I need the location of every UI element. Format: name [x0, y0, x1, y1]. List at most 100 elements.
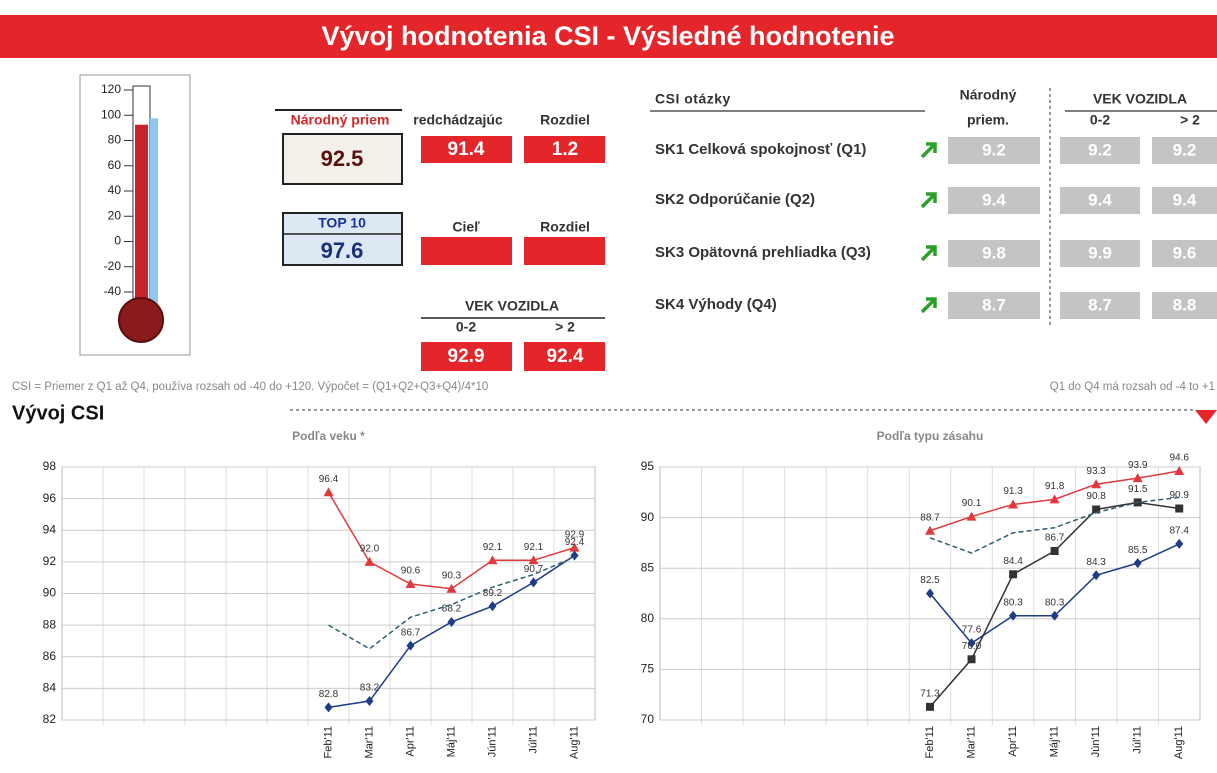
thermometer-tick-label: 0	[114, 234, 121, 248]
data-label: 76.0	[962, 641, 982, 652]
dashboard: Vývoj hodnotenia CSI - Výsledné hodnoten…	[0, 0, 1217, 773]
y-tick-label: 86	[43, 649, 57, 663]
kpi-value: 1.2	[552, 139, 578, 160]
x-tick-label: Júl'11	[527, 726, 539, 754]
data-label: 82.5	[920, 575, 940, 586]
kpi-label: Cieľ	[452, 219, 480, 235]
x-tick-label: Apr'11	[1007, 726, 1019, 757]
thermometer-tick-label: 60	[108, 158, 122, 172]
data-label: 90.3	[442, 570, 462, 581]
y-tick-label: 85	[641, 560, 655, 574]
kpi-label: Národný priem	[291, 112, 390, 128]
table-header: > 2	[1180, 112, 1200, 128]
y-tick-label: 80	[641, 611, 655, 625]
data-label: 90.7	[524, 564, 544, 575]
data-point	[1175, 504, 1183, 512]
data-label: 84.4	[1003, 556, 1023, 567]
data-label: 80.3	[1003, 597, 1023, 608]
data-label: 92.1	[524, 542, 544, 553]
score-value: 8.7	[1088, 295, 1112, 314]
score-value: 9.9	[1088, 243, 1112, 262]
score-value: 9.4	[1173, 190, 1197, 209]
thermometer-tick-label: -40	[104, 284, 122, 298]
trend-arrow	[922, 247, 935, 260]
y-tick-label: 84	[43, 681, 57, 695]
kpi-value: 97.6	[321, 238, 364, 263]
x-tick-label: Feb'11	[322, 726, 334, 758]
score-value: 8.7	[982, 295, 1006, 314]
thermometer-tick-label: 20	[108, 208, 122, 222]
y-tick-label: 88	[43, 617, 57, 631]
data-label: 94.6	[1169, 453, 1189, 464]
collapse-icon	[1195, 410, 1217, 424]
section-title: Vývoj CSI	[12, 402, 104, 424]
y-tick-label: 92	[43, 554, 57, 568]
table-header: Národný	[960, 87, 1017, 103]
footnote: Q1 do Q4 má rozsah od -4 to +1	[1050, 381, 1215, 393]
x-tick-label: Apr'11	[404, 726, 416, 757]
data-label: 86.7	[401, 627, 421, 638]
table-header: 0-2	[1090, 112, 1110, 128]
x-tick-label: Mar'11	[965, 726, 977, 758]
kpi-label: 0-2	[456, 319, 476, 335]
data-label: 91.3	[1003, 486, 1023, 497]
x-tick-label: Mar'11	[363, 726, 375, 758]
y-tick-label: 70	[641, 712, 655, 726]
y-tick-label: 90	[641, 510, 655, 524]
kpi-label: VEK VOZIDLA	[465, 298, 559, 314]
data-label: 96.4	[319, 474, 339, 485]
kpi-value: 91.4	[448, 139, 485, 160]
kpi-label: > 2	[555, 319, 575, 335]
thermometer-top10	[150, 118, 158, 305]
data-label: 85.5	[1128, 545, 1148, 556]
data-label: 83.2	[360, 683, 380, 694]
y-tick-label: 75	[641, 662, 655, 676]
data-label: 91.8	[1045, 481, 1065, 492]
x-tick-label: Máj'11	[1049, 726, 1061, 757]
thermometer-bulb	[119, 298, 163, 342]
thermometer-tick-label: 40	[108, 183, 122, 197]
y-tick-label: 96	[43, 491, 57, 505]
data-point	[968, 655, 976, 663]
question-label: SK1 Celková spokojnosť (Q1)	[655, 141, 866, 158]
footnote: CSI = Priemer z Q1 až Q4, používa rozsah…	[12, 381, 488, 393]
data-point	[926, 703, 934, 711]
kpi-value: 92.4	[547, 346, 584, 367]
thermometer-tick-label: 100	[101, 107, 121, 121]
data-label: 88.2	[442, 604, 462, 615]
chart-title: Podľa veku *	[292, 429, 365, 443]
data-label: 82.8	[319, 689, 339, 700]
data-label: 71.3	[920, 688, 940, 699]
kpi-box	[524, 237, 605, 265]
data-label: 77.6	[962, 625, 982, 636]
thermometer-tick-label: 80	[108, 133, 122, 147]
kpi-value: 92.5	[321, 146, 364, 171]
question-label: SK4 Výhody (Q4)	[655, 296, 777, 313]
data-label: 80.3	[1045, 597, 1065, 608]
data-point	[1009, 570, 1017, 578]
x-tick-label: Aug'11	[1173, 726, 1185, 759]
score-value: 9.6	[1173, 243, 1197, 262]
x-tick-label: Júl'11	[1132, 726, 1144, 754]
chart-title: Podľa typu zásahu	[877, 429, 984, 443]
kpi-label: TOP 10	[318, 215, 366, 231]
y-tick-label: 94	[43, 522, 57, 536]
y-tick-label: 95	[641, 459, 655, 473]
score-value: 9.2	[982, 140, 1006, 159]
kpi-label: Rozdiel	[540, 219, 590, 235]
data-label: 87.4	[1169, 526, 1189, 537]
kpi-label: redchádzajúc	[413, 112, 503, 128]
data-label: 93.3	[1086, 466, 1106, 477]
data-label: 93.9	[1128, 460, 1148, 471]
table-header: CSI otázky	[655, 91, 731, 107]
thermometer-tick-label: -20	[104, 259, 122, 273]
kpi-value: 92.9	[448, 346, 485, 367]
table-header: priem.	[967, 112, 1009, 128]
data-label: 92.0	[360, 544, 380, 555]
data-label: 91.5	[1128, 484, 1148, 495]
data-label: 92.4	[565, 537, 585, 548]
question-label: SK3 Opätovná prehliadka (Q3)	[655, 244, 871, 261]
trend-arrow	[922, 144, 935, 157]
score-value: 9.2	[1173, 140, 1197, 159]
score-value: 9.4	[982, 190, 1006, 209]
